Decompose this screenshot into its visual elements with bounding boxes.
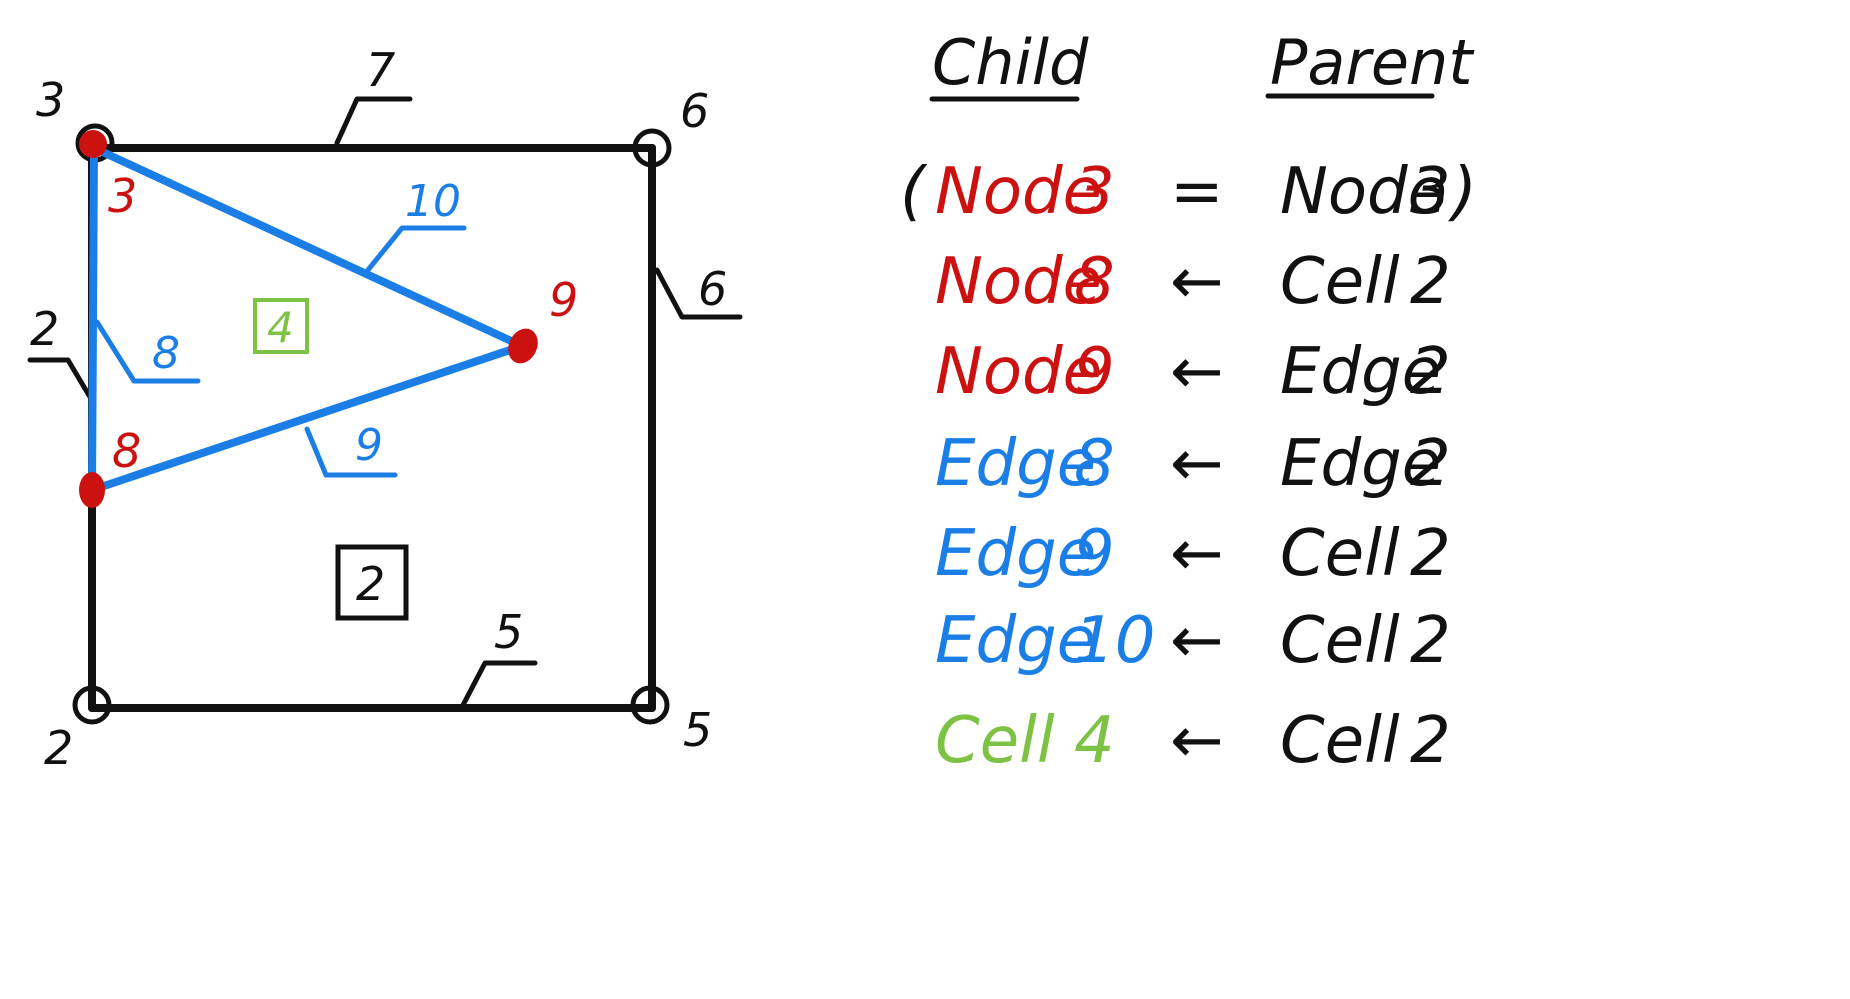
edge-7-leader [334,96,413,146]
node-label-6: 6 [680,84,709,138]
row-parent-number: 2 [1410,335,1451,409]
edge-5-leader [459,660,538,710]
row-parent-word: Edge [1280,335,1441,409]
row-child-word: Cell [935,704,1055,778]
row-child-number: 9 [1074,517,1115,591]
row-parent-number: 2 [1410,427,1451,501]
edge-2-leader [27,357,93,400]
child-node-9 [508,328,538,364]
child-edge-label-10: 10 [405,176,461,227]
node-label-3: 3 [36,73,65,127]
child-edge-9 [88,342,526,494]
edge-9-leader [304,426,398,478]
child-node-label-9: 9 [549,273,578,327]
edge-10-leader [365,225,467,273]
row-child-word: Node [935,335,1102,409]
row-close-paren: ) [1448,155,1477,229]
row-child-word: Node [935,155,1102,229]
child-node-label-3: 3 [108,169,137,223]
child-edge-8 [88,144,98,492]
row-parent-number: 2 [1410,517,1451,591]
child-node-label-8: 8 [112,424,141,478]
parent-cell-box [335,544,409,621]
node-label-2: 2 [44,721,73,775]
row-parent-word: Cell [1280,245,1400,319]
node-label-5: 5 [683,703,712,757]
row-open-paren: ( [900,155,928,229]
row-parent-number: 2 [1410,604,1451,678]
edge-6-leader [654,267,743,320]
table-row: Cell 4 ← Cell 2 [935,704,1451,778]
row-relation: ← [1170,604,1224,678]
parent-node-bottom-left [72,685,112,725]
edge-label-6: 6 [698,262,727,316]
row-child-number: 9 [1074,335,1115,409]
header-child: Child [932,26,1089,99]
diagram-labels: 3 6 2 5 7 6 2 5 3 9 8 8 10 9 4 2 [30,43,727,775]
child-geometry [79,130,538,508]
row-relation: = [1170,155,1224,229]
row-parent-word: Cell [1280,704,1400,778]
child-edge-label-9: 9 [355,420,383,471]
row-relation: ← [1170,427,1224,501]
edge-label-7: 7 [366,43,395,97]
row-child-word: Edge [935,427,1096,501]
row-child-number: 8 [1074,427,1115,501]
row-child-word: Node [935,245,1102,319]
row-parent-number: 2 [1410,704,1451,778]
row-parent-word: Cell [1280,604,1400,678]
row-child-word: Edge [935,604,1096,678]
row-relation: ← [1170,335,1224,409]
row-parent-word: Edge [1280,427,1441,501]
row-parent-number: 2 [1410,245,1451,319]
edge-8-leader [94,319,201,384]
child-cell-label: 4 [267,303,294,352]
row-child-number: 4 [1074,704,1115,778]
edge-label-2: 2 [30,302,59,356]
parent-node-top-right [632,128,672,168]
child-cell-box [253,298,309,354]
row-relation: ← [1170,517,1224,591]
row-relation: ← [1170,704,1224,778]
row-parent-number: 3 [1410,155,1451,229]
row-child-number: 10 [1074,604,1155,678]
parent-cell-label: 2 [356,557,385,611]
row-child-number: 3 [1074,155,1115,229]
header-parent: Parent [1270,26,1475,99]
child-edge-label-8: 8 [152,328,180,379]
row-parent-word: Node [1280,155,1447,229]
row-relation: ← [1170,245,1224,319]
parent-node-bottom-right [630,685,670,725]
child-node-8 [79,472,105,508]
row-parent-word: Cell [1280,517,1400,591]
row-child-number: 8 [1074,245,1115,319]
row-child-word: Edge [935,517,1096,591]
edge-label-5: 5 [494,605,523,659]
child-node-3 [79,130,107,158]
child-edge-10 [90,144,526,350]
